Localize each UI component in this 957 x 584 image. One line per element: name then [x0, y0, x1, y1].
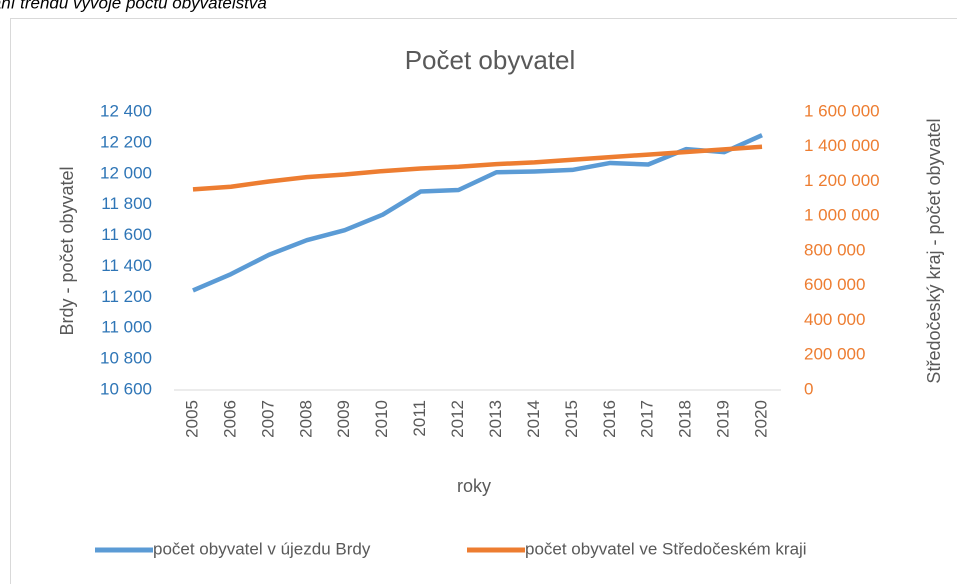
- y-tick-label: 11 000: [101, 318, 152, 337]
- y-tick-label: 11 200: [101, 287, 152, 306]
- x-tick-label: 2013: [486, 400, 505, 438]
- y-tick-label: 11 800: [101, 194, 152, 213]
- legend-label: počet obyvatel ve Středočeském kraji: [525, 539, 807, 558]
- y2-tick-label: 0: [804, 379, 813, 398]
- x-tick-label: 2010: [372, 400, 391, 438]
- x-tick-label: 2007: [258, 400, 277, 438]
- x-tick-label: 2008: [296, 400, 315, 438]
- x-axis-title: roky: [457, 476, 491, 496]
- y-tick-label: 12 000: [100, 163, 152, 182]
- y2-tick-label: 1 600 000: [804, 101, 880, 120]
- y-axis-title: Brdy - počet obyvatel: [57, 166, 77, 335]
- series-line: [192, 133, 763, 293]
- y2-tick-label: 1 000 000: [804, 206, 880, 225]
- legend-label: počet obyvatel v újezdu Brdy: [153, 539, 371, 558]
- x-tick-label: 2011: [410, 400, 429, 437]
- x-tick-label: 2020: [752, 400, 771, 438]
- chart-title: Počet obyvatel: [405, 45, 576, 75]
- y-tick-label: 12 200: [100, 132, 152, 151]
- x-tick-label: 2012: [448, 400, 467, 438]
- y-tick-label: 11 400: [101, 256, 152, 275]
- x-tick-label: 2015: [562, 400, 581, 438]
- series-line: [192, 144, 763, 192]
- y-tick-label: 12 400: [100, 101, 152, 120]
- y2-tick-label: 800 000: [804, 240, 865, 259]
- y-tick-label: 10 600: [100, 379, 152, 398]
- y2-axis-title: Středočeský kraj - počet obyvatel: [924, 118, 944, 383]
- x-tick-label: 2005: [182, 400, 201, 438]
- y2-tick-label: 1 200 000: [804, 171, 880, 190]
- chart-frame: [10, 18, 957, 584]
- x-tick-label: 2009: [334, 400, 353, 438]
- y2-tick-label: 400 000: [804, 310, 865, 329]
- y2-tick-label: 200 000: [804, 345, 865, 364]
- y-tick-label: 11 600: [101, 225, 152, 244]
- y2-tick-label: 600 000: [804, 275, 865, 294]
- y-tick-label: 10 800: [100, 349, 152, 368]
- caption: lání trendu vývoje počtu obyvatelstva: [0, 0, 267, 12]
- x-tick-label: 2017: [638, 400, 657, 438]
- x-tick-label: 2014: [524, 400, 543, 438]
- x-tick-label: 2016: [600, 400, 619, 438]
- x-tick-label: 2006: [220, 400, 239, 438]
- x-tick-label: 2018: [676, 400, 695, 438]
- y2-tick-label: 1 400 000: [804, 136, 880, 155]
- x-tick-label: 2019: [714, 400, 733, 438]
